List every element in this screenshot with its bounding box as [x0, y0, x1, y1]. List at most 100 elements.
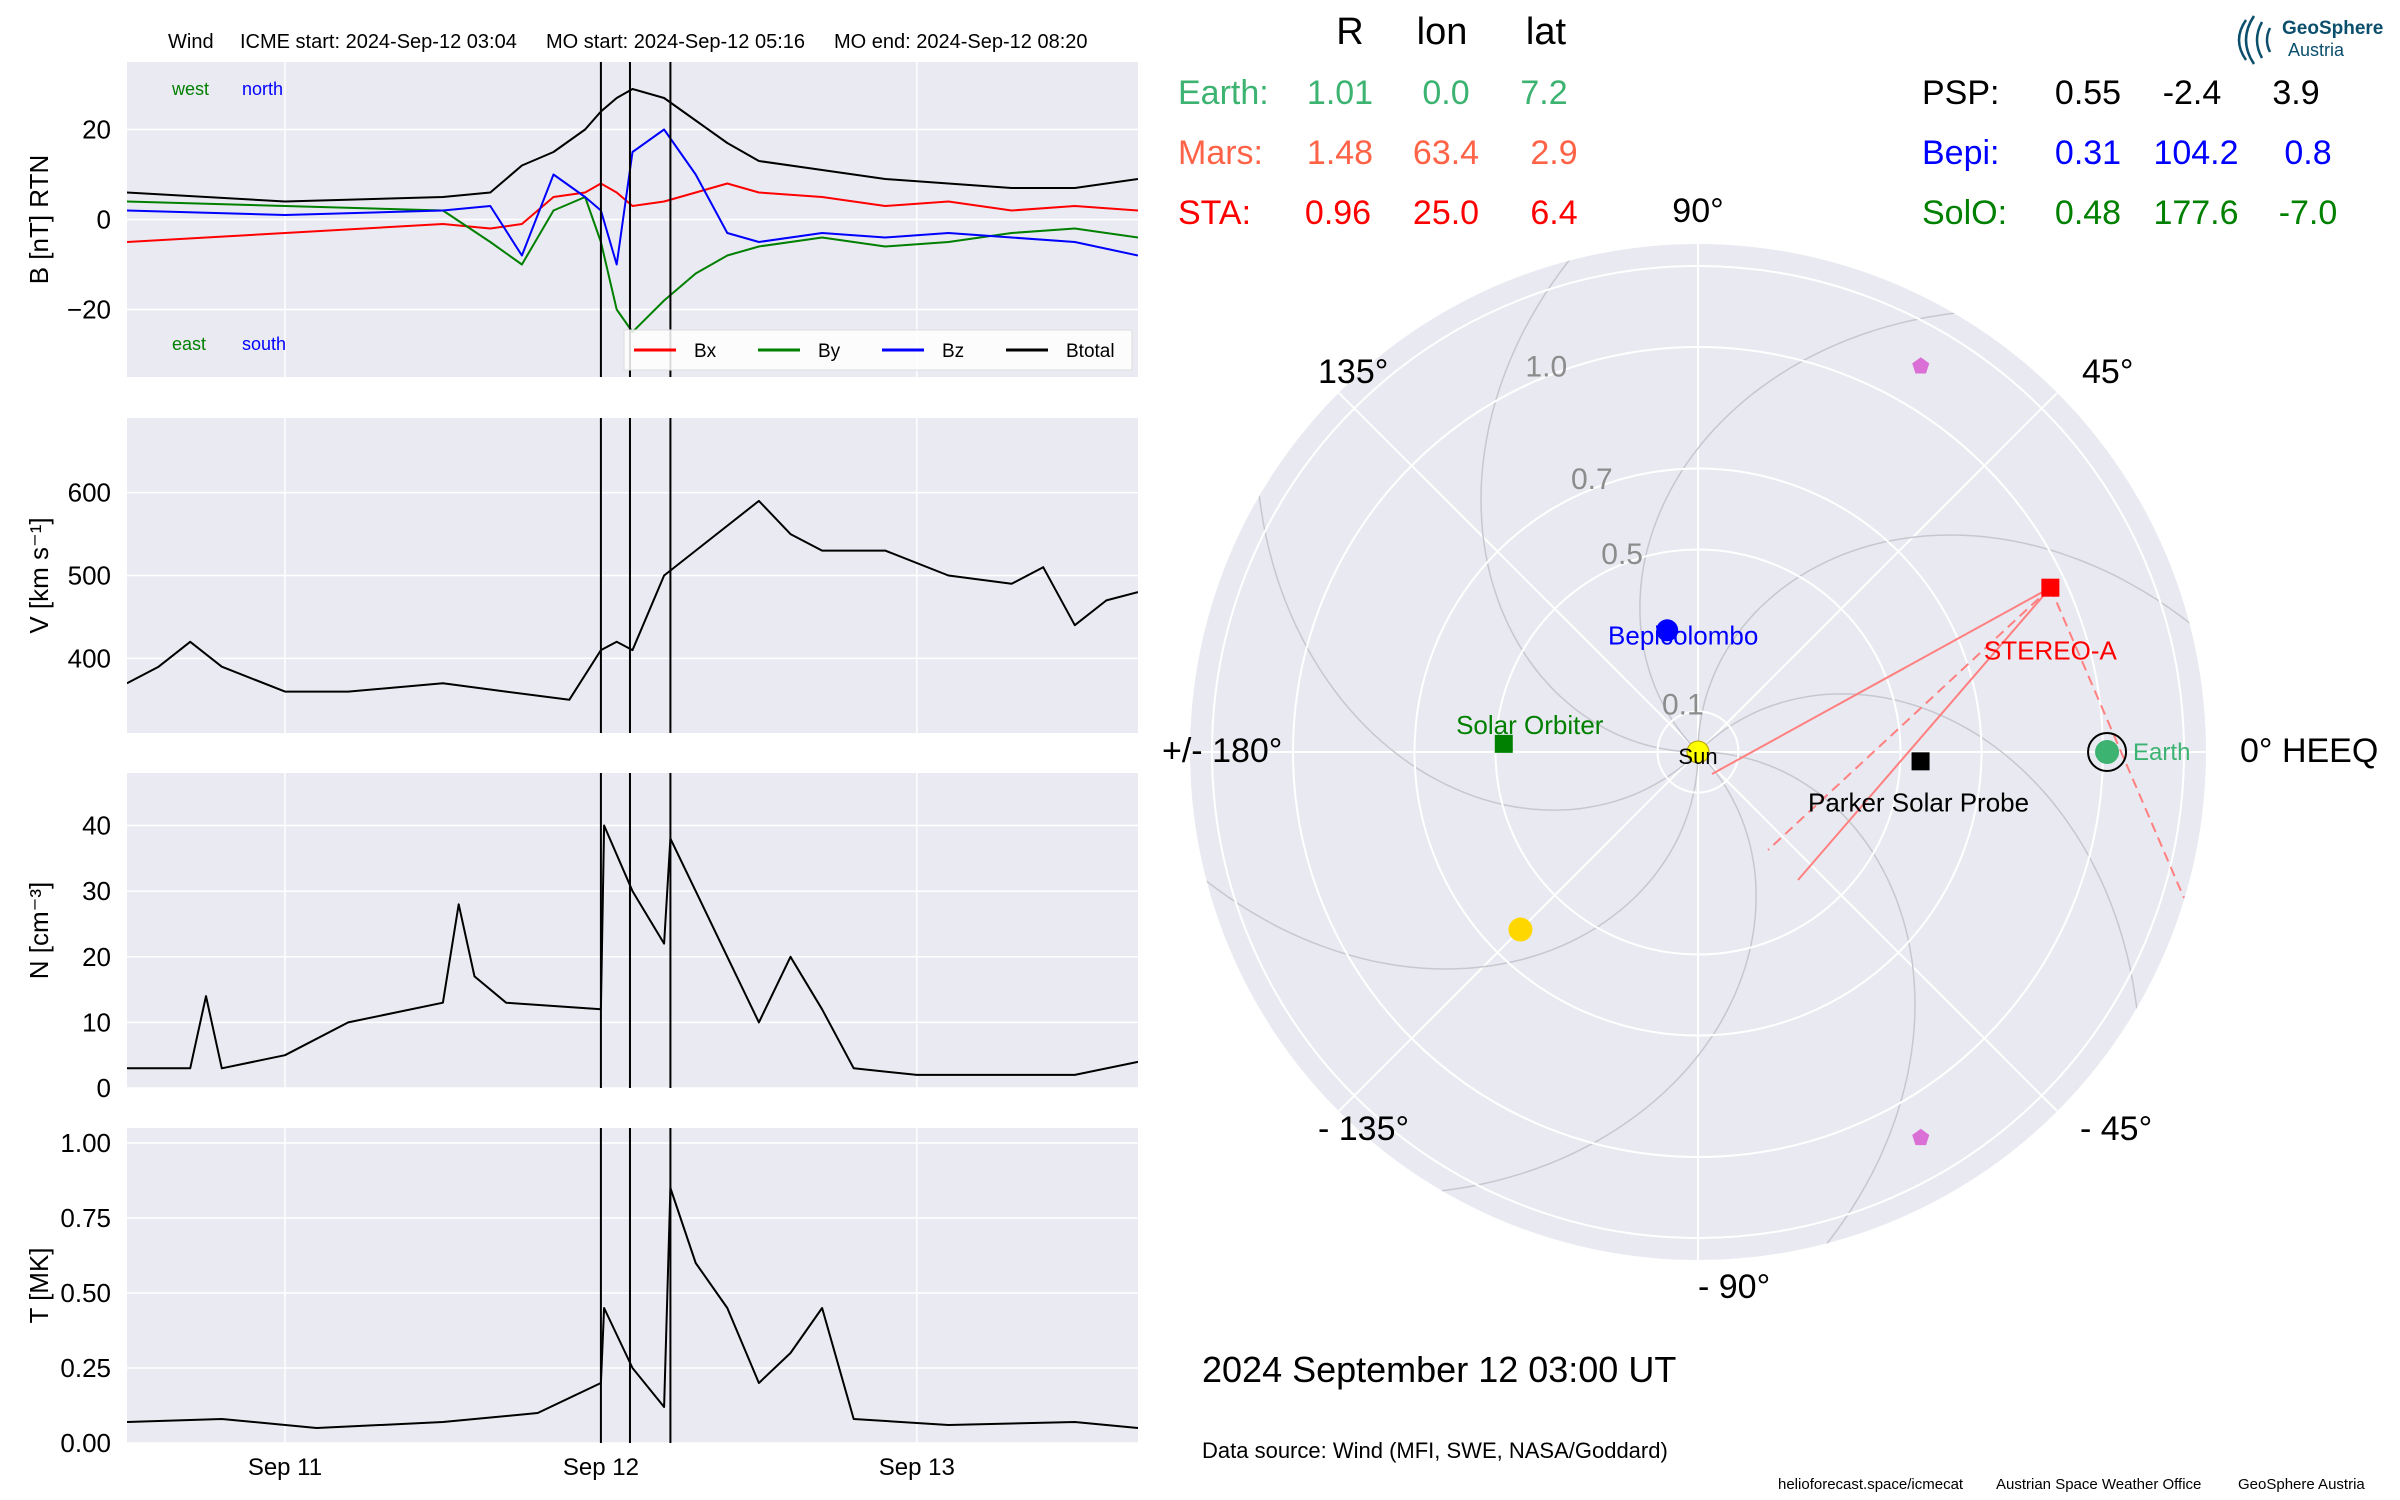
polar-angle-label: - 135° — [1318, 1110, 1409, 1148]
x-tick-label: Sep 12 — [563, 1454, 639, 1481]
series-line-bz — [127, 128, 1138, 266]
sta-row-name: STA: — [1178, 194, 1251, 232]
legend-label-btotal: Btotal — [1066, 341, 1115, 362]
density-ytick-label: 30 — [82, 876, 111, 906]
earth-row-lat: 7.2 — [1520, 74, 1567, 112]
polar-orbit-plot: 0.1 0.5 0.7 1.0 0° HEEQ 45° 90° 135° +/- 180° - 1… — [1162, 192, 2378, 1306]
parker-solar-probe-label: Parker Solar Probe — [1808, 787, 2029, 817]
psp-row-name: PSP: — [1922, 74, 1999, 112]
corner-label-west: west — [171, 79, 209, 99]
mars-row-lon: 63.4 — [1413, 134, 1479, 172]
parker-spiral — [1411, 751, 1757, 1195]
polar-angle-label: - 90° — [1698, 1268, 1770, 1306]
mars-row-lat: 2.9 — [1530, 134, 1577, 172]
temperature-ytick-label: 0.00 — [60, 1428, 111, 1458]
earth-row-name: Earth: — [1178, 74, 1269, 112]
header-icme-start: ICME start: 2024-Sep-12 03:04 — [240, 31, 517, 53]
sta-row-r: 0.96 — [1305, 194, 1371, 232]
timeseries-panels: 20 0 −20 B [nT] RTN west north east south Bx By Bz… — [24, 62, 1138, 1481]
speed-series-group — [127, 499, 1138, 701]
mars-row-name: Mars: — [1178, 134, 1263, 172]
density-background — [127, 773, 1138, 1088]
legend-label-by: By — [818, 341, 841, 362]
magnetic-field-ytick-label: 0 — [97, 205, 111, 235]
polar-ring — [1656, 710, 1740, 794]
temperature-ytick-label: 0.75 — [60, 1203, 111, 1233]
series-line-btotal — [127, 88, 1138, 203]
polar-ring — [1413, 467, 1983, 1037]
polar-angle-label: - 45° — [2080, 1110, 2152, 1148]
bepicolombo-marker — [1656, 619, 1679, 642]
temperature-panel: 1.00 0.75 0.50 0.25 0.00 T [MK] — [24, 1128, 1138, 1458]
data-source: Data source: Wind (MFI, SWE, NASA/Goddar… — [1202, 1438, 1668, 1463]
planet-marker — [1508, 917, 1533, 942]
temperature-background — [127, 1128, 1138, 1443]
x-tick-label: Sep 11 — [248, 1454, 322, 1481]
series-line-n — [127, 824, 1138, 1076]
sta-fov-lines — [1711, 586, 2185, 899]
density-panel: 40 30 20 10 0 N [cm⁻³] — [24, 773, 1138, 1103]
temperature-ylabel: T [MK] — [24, 1247, 54, 1323]
polar-ring-label: 1.0 — [1525, 350, 1567, 383]
parker-spiral — [1697, 693, 2141, 1039]
density-ytick-label: 10 — [82, 1007, 111, 1037]
position-table: R lon lat Earth: 1.01 0.0 7.2 Mars: 1.48… — [1178, 11, 2337, 232]
psp-row-lon: -2.4 — [2163, 74, 2222, 112]
sta-line-1 — [1797, 587, 2052, 881]
polar-ring-label: 0.5 — [1601, 538, 1643, 571]
polar-spoke — [1338, 392, 1699, 753]
parker-solar-probe-marker — [1911, 752, 1930, 771]
sta-line-3 — [2049, 587, 2185, 899]
header-mo-start: MO start: 2024-Sep-12 05:16 — [546, 31, 805, 53]
solo-row-lon: 177.6 — [2153, 194, 2238, 232]
logo-line2: Austria — [2288, 40, 2345, 60]
sun-label: Sun — [1678, 744, 1717, 769]
sta-row-lat: 6.4 — [1530, 194, 1577, 232]
geosphere-logo: GeoSphere Austria — [2237, 15, 2383, 65]
b-legend: Bx By Bz Btotal — [623, 329, 1133, 371]
bepi-row-r: 0.31 — [2055, 134, 2121, 172]
legend-label-bz: Bz — [942, 341, 964, 362]
density-series-group — [127, 824, 1138, 1076]
density-ytick-label: 40 — [82, 811, 111, 841]
stereo-a-marker — [2041, 578, 2060, 597]
magnetic-field-panel: 20 0 −20 B [nT] RTN west north east south Bx By Bz… — [24, 62, 1138, 377]
density-ytick-label: 0 — [97, 1073, 111, 1103]
sta-row-lon: 25.0 — [1413, 194, 1479, 232]
density-ylabel: N [cm⁻³] — [24, 882, 54, 980]
corner-label-north: north — [242, 79, 283, 99]
earth-label: Earth — [2133, 739, 2190, 766]
bepi-row-name: Bepi: — [1922, 134, 2000, 172]
parker-spiral — [1190, 751, 1699, 970]
polar-angle-label: 0° HEEQ — [2240, 732, 2378, 770]
pentagon-marker — [1912, 1128, 1930, 1146]
geosphere-logo-icon — [2237, 15, 2272, 65]
density-ytick-label: 20 — [82, 942, 111, 972]
corner-label-south: south — [242, 334, 286, 354]
logo-line1: GeoSphere — [2282, 18, 2383, 39]
psp-row-lat: 3.9 — [2272, 74, 2319, 112]
speed-ytick-label: 600 — [68, 478, 111, 508]
bepi-row-lon: 104.2 — [2153, 134, 2238, 172]
parker-spiral — [1480, 244, 1699, 753]
polar-angle-label: +/- 180° — [1162, 732, 1282, 770]
polar-ring-label: 0.7 — [1571, 463, 1613, 496]
bepicolombo-label: Bepicolombo — [1608, 620, 1758, 650]
solar-orbiter-label: Solar Orbiter — [1456, 710, 1604, 740]
parker-spiral — [1639, 309, 1985, 753]
polar-spoke — [1697, 392, 2058, 753]
temperature-ytick-label: 1.00 — [60, 1128, 111, 1158]
magnetic-field-ylabel: B [nT] RTN — [24, 155, 54, 285]
polar-spoke — [1697, 751, 2058, 1112]
temperature-ytick-label: 0.25 — [60, 1353, 111, 1383]
speed-panel: 600 500 400 V [km s⁻¹] — [24, 418, 1138, 733]
earth-row-r: 1.01 — [1307, 74, 1373, 112]
table-header-lon: lon — [1417, 11, 1468, 53]
footer-org: GeoSphere Austria — [2238, 1476, 2365, 1493]
psp-row-r: 0.55 — [2055, 74, 2121, 112]
speed-ytick-label: 500 — [68, 561, 111, 591]
series-line-bx — [127, 182, 1138, 243]
series-line-by — [127, 196, 1138, 333]
polar-angle-label: 45° — [2082, 353, 2133, 391]
earth-row-lon: 0.0 — [1422, 74, 1469, 112]
